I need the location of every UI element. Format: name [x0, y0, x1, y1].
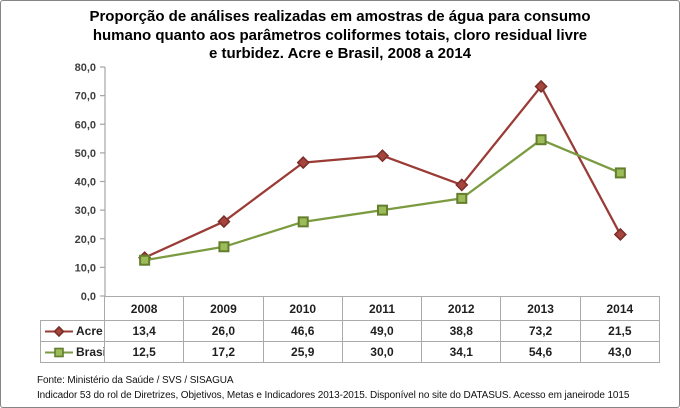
- acre-value-cell-2008: 13,4: [103, 320, 185, 342]
- y-tick-label: 40,0: [75, 177, 96, 189]
- year-header-cell: 2013: [500, 296, 581, 321]
- acre-data-point-2012: [455, 178, 469, 192]
- y-tick-label: 80,0: [75, 62, 96, 74]
- brasil-data-point-2008: [139, 254, 151, 266]
- year-header-cell: 2011: [341, 296, 423, 321]
- acre-value-cell-2014: 21,5: [579, 320, 661, 342]
- acre-value-cell-2009: 26,0: [183, 320, 264, 342]
- brasil-data-point-2012: [456, 192, 468, 204]
- diamond-marker-icon: [45, 325, 73, 337]
- brasil-value-cell-2009: 17,2: [183, 341, 264, 363]
- year-header-cell: 2012: [421, 296, 502, 321]
- y-tick-label: 50,0: [75, 148, 96, 160]
- brasil-data-point-2009: [218, 241, 230, 253]
- acre-value-cell-2012: 38,8: [421, 320, 502, 342]
- brasil-data-point-2014: [614, 167, 626, 179]
- y-tick-label: 10,0: [75, 262, 96, 274]
- brasil-data-point-2010: [297, 216, 309, 228]
- data-table-body: 2008 2009 2010 2011 2012 2013 2014 Acre 13,4 26,0…: [40, 296, 661, 363]
- y-tick-label: 30,0: [75, 205, 96, 217]
- data-table-grid: 2008 2009 2010 2011 2012 2013 2014 Acre 13,4 26,0…: [40, 296, 661, 363]
- acre-table-row: Acre 13,4 26,0 46,6 49,0 38,8 73,2 21,5: [40, 320, 661, 342]
- brasil-value-cell-2010: 25,9: [262, 341, 343, 363]
- acre-data-point-2010: [296, 156, 310, 170]
- chart-title-line-3: e turbidez. Acre e Brasil, 2008 a 2014: [208, 45, 472, 62]
- brasil-value-cell-2012: 34,1: [421, 341, 502, 363]
- y-tick-label: 20,0: [75, 234, 96, 246]
- year-header-cell: 2014: [579, 296, 661, 321]
- acre-value-cell-2013: 73,2: [500, 320, 581, 342]
- brasil-value-cell-2014: 43,0: [579, 341, 661, 363]
- legend-label-acre: Acre: [76, 324, 103, 338]
- brasil-value-cell-2008: 12,5: [103, 341, 185, 363]
- acre-data-point-2013: [534, 79, 548, 94]
- legend-key-content: Brasil: [42, 345, 104, 359]
- square-marker-icon: [45, 347, 73, 357]
- indicator-line: Indicador 53 do rol de Diretrizes, Objet…: [37, 390, 630, 401]
- brasil-value-cell-2013: 54,6: [500, 341, 581, 363]
- acre-data-point-2009: [217, 215, 231, 229]
- year-header-cell: 2008: [103, 296, 185, 321]
- year-header-row: 2008 2009 2010 2011 2012 2013 2014: [41, 296, 661, 321]
- legend-key-content: Acre: [42, 324, 104, 338]
- plot-area: 80,0 70,0 60,0 50,0 40,0 30,0 20,0 10,0 0,0: [75, 62, 627, 301]
- acre-series-line: [144, 85, 622, 259]
- year-header-cell: 2009: [183, 296, 264, 321]
- chart-title-line-2: humano quanto aos parâmetros coliformes …: [92, 26, 588, 44]
- chart-title: Proporção de análises realizadas em amos…: [21, 8, 659, 64]
- legend-key-acre: Acre: [40, 320, 105, 342]
- y-tick-label: 70,0: [75, 91, 96, 103]
- brasil-data-point-2013: [535, 134, 547, 146]
- acre-value-cell-2010: 46,6: [262, 320, 343, 342]
- acre-data-point-2011: [375, 149, 390, 163]
- source-note: Fonte: Ministério da Saúde / SVS / SISAG…: [37, 373, 669, 403]
- brasil-data-point-2011: [377, 204, 388, 216]
- table-corner-cell: [41, 297, 105, 321]
- brasil-value-cell-2011: 30,0: [341, 341, 423, 363]
- brasil-table-row: Brasil12,517,225,930,034,154,643,0: [40, 341, 661, 363]
- data-table: 2008 2009 2010 2011 2012 2013 2014 Acre 13,4 26,0…: [40, 296, 661, 363]
- source-line: Fonte: Ministério da Saúde / SVS / SISAG…: [37, 375, 234, 386]
- chart-title-line-1: Proporção de análises realizadas em amos…: [89, 8, 591, 25]
- y-tick-label: 60,0: [75, 119, 96, 131]
- y-tick-label: 0,0: [81, 291, 96, 301]
- acre-value-cell-2011: 49,0: [341, 320, 423, 342]
- legend-key-brasil: Brasil: [40, 341, 105, 363]
- legend-label-brasil: Brasil: [76, 345, 104, 359]
- acre-data-point-2014: [613, 227, 627, 242]
- year-header-cell: 2010: [262, 296, 343, 321]
